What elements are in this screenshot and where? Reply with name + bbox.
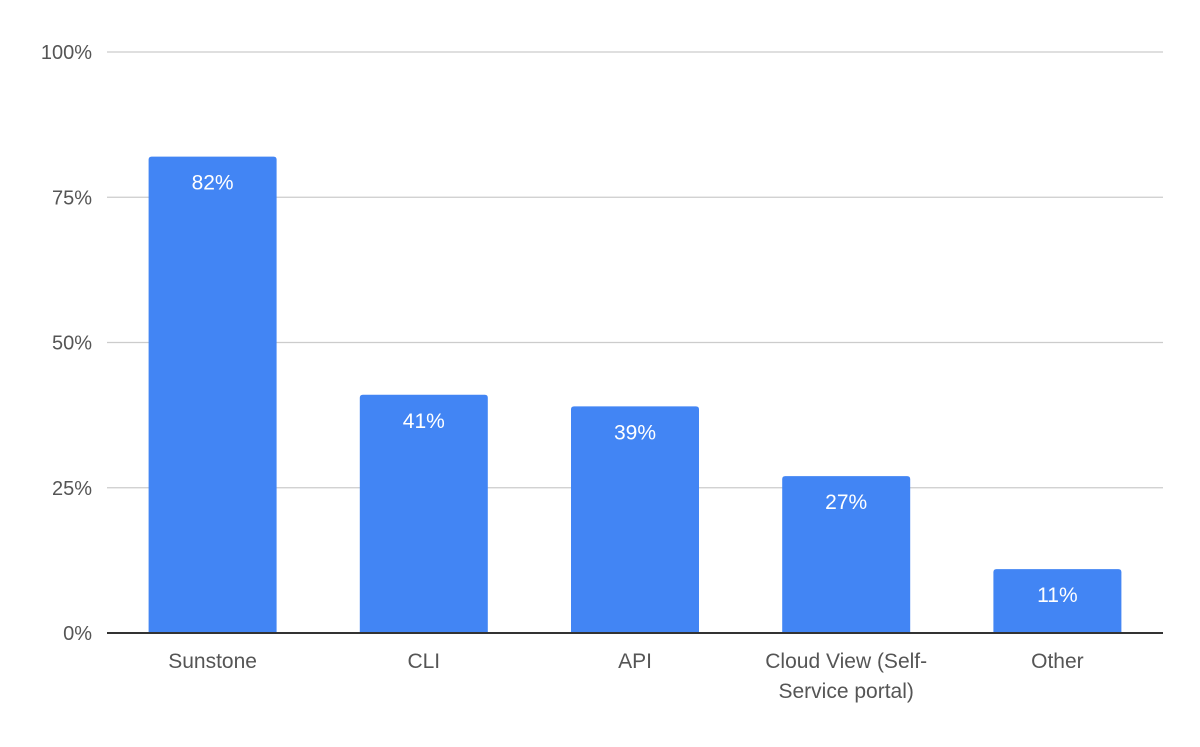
y-tick-label: 0% (63, 623, 92, 645)
data-label: 82% (192, 172, 234, 195)
x-axis-ticks: Sunstone CLI API Cloud View (Self- Service p… (168, 650, 1083, 703)
x-tick-label: Service portal) (779, 680, 914, 703)
y-tick-label: 50% (52, 333, 92, 355)
y-axis-ticks: 0% 25% 50% 75% 100% (41, 42, 92, 645)
bar-other (993, 569, 1122, 633)
bar-cli (359, 394, 488, 633)
bar-cloud-view-self-service-portal (782, 476, 911, 633)
x-tick-label: Other (1031, 650, 1084, 673)
data-labels: 82% 41% 39% 27% 11% (192, 172, 1078, 608)
data-label: 41% (403, 410, 445, 433)
y-tick-label: 75% (52, 187, 92, 209)
bar-api (571, 406, 699, 633)
x-tick-label: API (618, 650, 652, 673)
bars (148, 156, 1122, 633)
data-label: 11% (1037, 584, 1077, 607)
y-tick-label: 100% (41, 42, 92, 64)
x-tick-label: Cloud View (Self- (765, 650, 927, 673)
bar-sunstone (148, 156, 277, 633)
data-label: 39% (614, 421, 656, 444)
x-tick-label: CLI (407, 650, 440, 673)
data-label: 27% (825, 491, 867, 514)
x-tick-label: Sunstone (168, 650, 257, 673)
y-tick-label: 25% (52, 478, 92, 500)
